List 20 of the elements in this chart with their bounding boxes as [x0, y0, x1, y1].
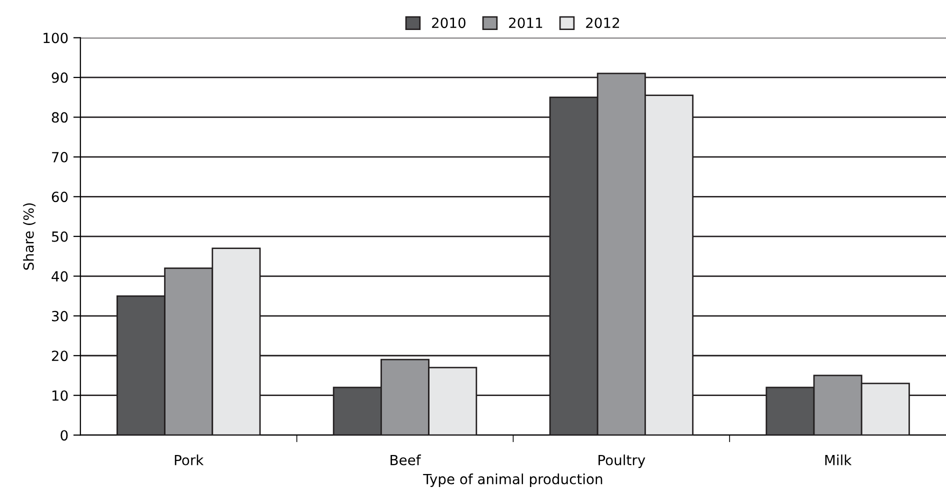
x-tick-label: Beef [390, 454, 422, 466]
x-tick-label: Poultry [598, 454, 646, 468]
y-tick-label: 50 [52, 231, 68, 242]
y-tick-label: 70 [52, 152, 68, 162]
x-tick-label: Milk [825, 454, 852, 466]
x-tick-label: Pork [174, 454, 204, 466]
y-tick-label: 90 [52, 72, 68, 83]
y-tick-label: 30 [52, 310, 68, 322]
y-tick-label: 60 [52, 192, 68, 202]
legend-label: 2010 [432, 18, 466, 28]
y-tick-label: 20 [52, 350, 68, 362]
y-tick-label: 100 [44, 32, 68, 44]
x-axis-title: Type of animal production [423, 474, 602, 487]
y-tick-label: 0 [60, 430, 68, 441]
legend-label: 2011 [509, 18, 542, 28]
y-tick-label: 10 [52, 390, 68, 401]
y-tick-label: 40 [52, 271, 68, 282]
legend-label: 2012 [586, 18, 619, 28]
y-axis-title: Share (%) [23, 203, 36, 270]
y-tick-label: 80 [52, 112, 68, 123]
